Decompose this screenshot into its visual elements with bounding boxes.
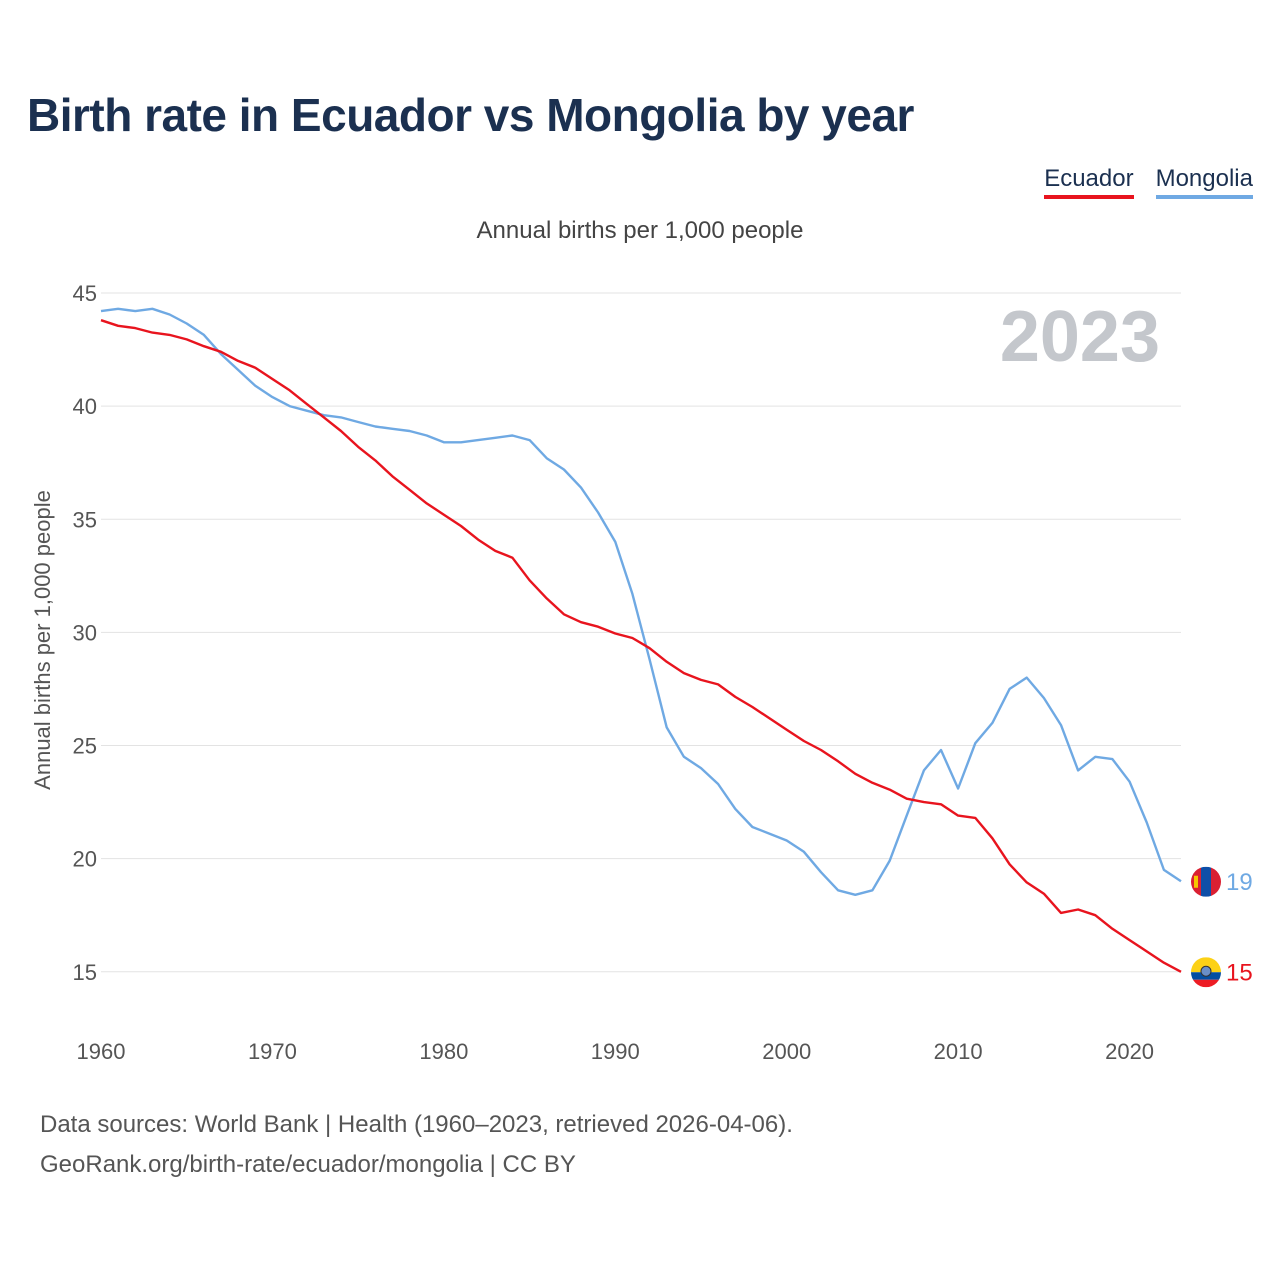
series-line-mongolia[interactable]: [100, 307, 1182, 896]
line-chart: 15 20 25 30 35 40 45 1960 1970 1980 1990 2000 2010 2…: [30, 281, 1253, 1064]
flag-mongolia: [1191, 866, 1221, 897]
end-label-ecuador: 15: [1226, 959, 1253, 986]
x-tick-label: 2010: [934, 1039, 983, 1064]
series-line-ecuador[interactable]: [100, 319, 1182, 973]
legend-item-mongolia[interactable]: Mongolia: [1155, 165, 1253, 199]
gridlines: [101, 292, 1181, 973]
y-axis-label: Annual births per 1,000 people: [30, 490, 55, 790]
y-tick-label: 25: [73, 734, 97, 759]
x-tick-label: 2020: [1105, 1039, 1154, 1064]
x-tick-label: 2000: [762, 1039, 811, 1064]
y-tick-label: 40: [73, 394, 97, 419]
flag-ecuador: [1191, 957, 1221, 988]
y-tick-label: 15: [73, 960, 97, 985]
footer-link[interactable]: GeoRank.org/birth-rate/ecuador/mongolia …: [40, 1151, 576, 1178]
chart-title: Birth rate in Ecuador vs Mongolia by yea…: [27, 89, 914, 141]
y-tick-label: 30: [73, 620, 97, 645]
y-tick-label: 35: [73, 507, 97, 532]
end-label-mongolia: 19: [1226, 869, 1253, 896]
footer-sources: Data sources: World Bank | Health (1960–…: [40, 1111, 793, 1138]
legend-item-ecuador[interactable]: Ecuador: [1044, 165, 1134, 199]
x-tick-label: 1960: [77, 1039, 126, 1064]
legend: Ecuador Mongolia: [1044, 165, 1253, 199]
x-tick-label: 1980: [419, 1039, 468, 1064]
series-lines: [100, 307, 1182, 973]
chart-subtitle: Annual births per 1,000 people: [476, 217, 804, 244]
x-tick-label: 1990: [591, 1039, 640, 1064]
x-axis-ticks: 1960 1970 1980 1990 2000 2010 2020: [77, 1039, 1155, 1064]
y-axis-ticks: 15 20 25 30 35 40 45: [73, 281, 97, 985]
footer: Data sources: World Bank | Health (1960–…: [40, 1105, 793, 1185]
x-tick-label: 1970: [248, 1039, 297, 1064]
y-tick-label: 20: [73, 847, 97, 872]
year-watermark: 2023: [1000, 297, 1160, 377]
y-tick-label: 45: [73, 281, 97, 306]
